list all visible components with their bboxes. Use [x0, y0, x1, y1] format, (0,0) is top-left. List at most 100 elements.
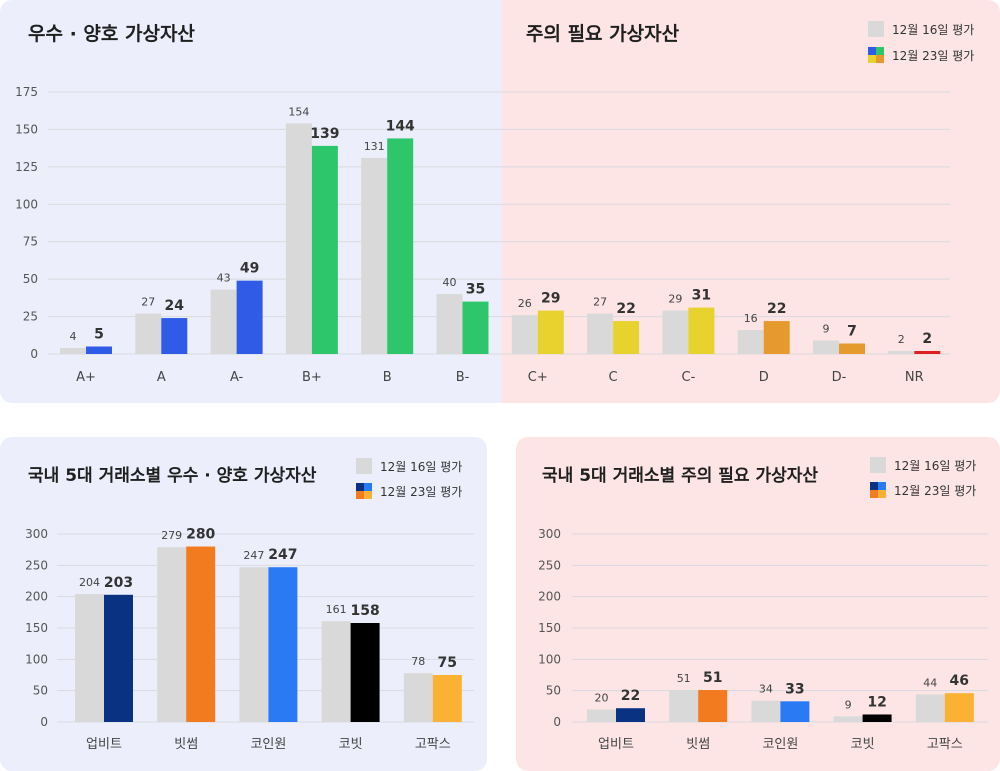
bar-old	[135, 313, 162, 354]
x-category-label: B+	[302, 370, 322, 385]
value-label-new: 35	[466, 282, 485, 298]
top-right-panel-join	[502, 0, 522, 403]
value-label-old: 34	[759, 683, 773, 696]
value-label-old: 131	[364, 140, 385, 153]
legend-old-swatch	[870, 457, 886, 473]
bar-old	[511, 315, 538, 354]
bar-old	[587, 313, 614, 354]
value-label-old: 27	[141, 296, 155, 309]
legend-bottom-left: 12월 16일 평가 12월 23일 평가	[356, 458, 462, 499]
value-label-old: 9	[845, 698, 852, 711]
bar-old	[669, 690, 699, 722]
bar-new	[763, 321, 790, 354]
y-tick-label: 125	[15, 160, 38, 174]
bar-old	[436, 294, 463, 354]
value-label-new: 139	[310, 126, 339, 142]
legend-new-label: 12월 23일 평가	[892, 49, 974, 63]
value-label-old: 204	[79, 576, 100, 589]
legend-new-label: 12월 23일 평가	[894, 484, 976, 498]
legend-bottom-right: 12월 16일 평가 12월 23일 평가	[870, 457, 976, 498]
bar-new	[387, 138, 414, 354]
exchange-caution-chart: 0 50 100 150 200 250 300 20 22 업비트 51 51 빗썸 34 33 코인원 9 1…	[538, 527, 988, 752]
value-label-old: 9	[823, 323, 830, 336]
y-tick-label: 100	[538, 652, 561, 666]
value-label-new: 2	[922, 331, 932, 347]
bar-old	[888, 351, 915, 354]
bar-old	[813, 340, 839, 354]
y-tick-label: 150	[15, 122, 38, 136]
bar-old	[285, 123, 312, 354]
x-category-label: 코인원	[762, 737, 798, 752]
bar-new	[432, 675, 462, 722]
bar-old	[751, 700, 781, 722]
value-label-new: 31	[692, 288, 711, 304]
value-label-new: 22	[767, 301, 786, 317]
value-label-new: 144	[386, 118, 415, 134]
x-category-label: NR	[905, 370, 924, 385]
value-label-new: 12	[867, 694, 886, 710]
bar-new	[311, 145, 338, 354]
x-category-label: D	[759, 370, 769, 385]
legend-new-label: 12월 23일 평가	[380, 485, 462, 499]
bar-new	[839, 343, 865, 354]
bar-new	[914, 351, 941, 354]
y-tick-label: 250	[538, 558, 561, 572]
y-tick-label: 50	[546, 684, 561, 698]
y-tick-label: 200	[25, 590, 48, 604]
y-tick-label: 200	[538, 590, 561, 604]
bar-new	[104, 594, 133, 722]
value-label-new: 75	[438, 655, 457, 671]
y-tick-label: 75	[23, 235, 38, 249]
bar-old	[210, 289, 237, 354]
bar-old	[239, 567, 269, 722]
bar-old	[361, 157, 388, 354]
bar-new	[350, 622, 380, 722]
value-label-old: 78	[411, 655, 425, 668]
y-tick-label: 25	[23, 310, 38, 324]
legend-new-swatch	[868, 47, 884, 63]
y-tick-label: 250	[25, 558, 48, 572]
value-label-old: 51	[677, 672, 691, 685]
x-category-label: B	[383, 370, 392, 385]
x-category-label: C+	[528, 370, 548, 385]
value-label-new: 22	[621, 688, 640, 704]
bottom-left-title: 국내 5대 거래소별 우수 · 양호 가상자산	[28, 466, 317, 486]
value-label-new: 49	[240, 261, 259, 277]
x-category-label: A	[157, 370, 166, 385]
y-tick-label: 0	[40, 715, 48, 729]
value-label-old: 27	[593, 296, 607, 309]
value-label-new: 158	[350, 603, 379, 619]
bar-new	[537, 310, 564, 354]
bar-old	[915, 694, 945, 722]
x-category-label: 업비트	[86, 737, 122, 752]
y-tick-label: 300	[25, 527, 48, 541]
x-category-label: 빗썸	[686, 737, 710, 752]
value-label-new: 24	[165, 298, 185, 314]
value-label-old: 161	[326, 603, 347, 616]
value-label-new: 247	[268, 547, 297, 563]
y-tick-label: 150	[25, 621, 48, 635]
value-label-old: 20	[595, 691, 609, 704]
y-tick-label: 175	[15, 85, 38, 99]
x-category-label: 업비트	[598, 737, 634, 752]
bar-old	[662, 310, 689, 354]
value-label-new: 51	[703, 670, 722, 686]
bar-new	[688, 307, 715, 354]
value-label-old: 40	[443, 276, 457, 289]
y-tick-label: 300	[538, 527, 561, 541]
bar-old	[60, 348, 86, 354]
bar-new	[186, 546, 216, 722]
x-category-label: 코빗	[339, 737, 363, 752]
legend-old-swatch	[356, 458, 372, 474]
x-category-label: 코빗	[851, 737, 875, 752]
top-right-title: 주의 필요 가상자산	[526, 23, 680, 45]
exchange-good-chart: 0 50 100 150 200 250 300 204 203 업비트 279 280 빗썸 247 24…	[25, 527, 474, 752]
x-category-label: 고팍스	[927, 737, 963, 752]
top-right-panel	[502, 0, 1000, 403]
bar-old	[403, 673, 433, 722]
x-category-label: C	[609, 370, 618, 385]
value-label-new: 280	[186, 527, 215, 543]
value-label-old: 154	[288, 105, 309, 118]
bar-new	[268, 567, 298, 722]
